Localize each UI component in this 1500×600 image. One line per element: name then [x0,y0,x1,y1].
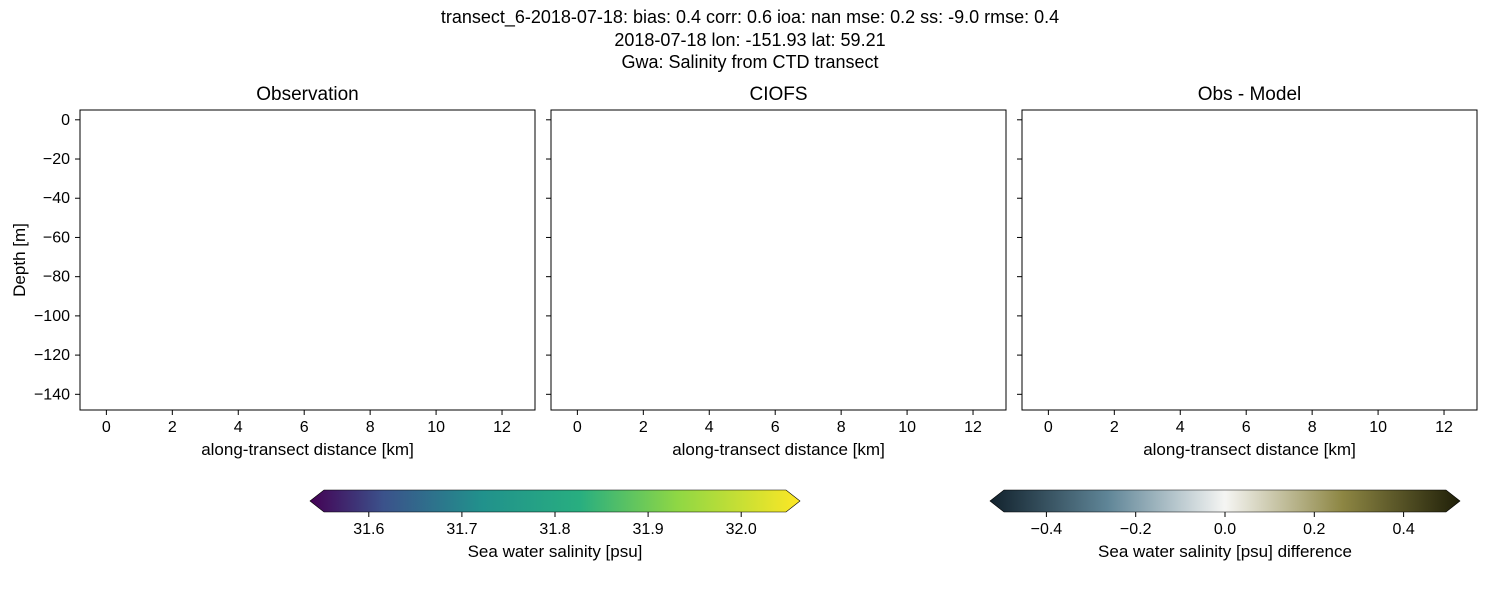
xtick-label: 4 [705,419,714,436]
ytick-label: −60 [43,229,70,246]
ytick-label: −40 [43,190,70,207]
colorbar-bar [310,490,800,512]
ytick-label: 0 [61,112,70,129]
title-line-1: transect_6-2018-07-18: bias: 0.4 corr: 0… [0,6,1500,29]
colorbar-tick-label: −0.4 [1031,521,1063,538]
xlabel: along-transect distance [km] [1143,440,1356,459]
xtick-label: 8 [1308,419,1317,436]
ytick-label: −140 [34,386,70,403]
colorbar-tick-label: 0.4 [1392,521,1414,538]
xtick-label: 2 [168,419,177,436]
xtick-label: 10 [427,419,445,436]
xtick-label: 10 [1369,419,1387,436]
colorbar-tick-label: 31.6 [353,521,384,538]
xtick-label: 12 [1435,419,1453,436]
title-line-3: Gwa: Salinity from CTD transect [0,51,1500,74]
title-line-2: 2018-07-18 lon: -151.93 lat: 59.21 [0,29,1500,52]
ytick-label: −20 [43,151,70,168]
xtick-label: 12 [964,419,982,436]
panels-row: Observation024681012along-transect dista… [80,110,1480,430]
colorbar-0: 31.6 31.7 31.8 31.9 32.0 Sea water salinity [… [310,490,800,570]
ytick-label: −120 [34,347,70,364]
panel-title: Obs - Model [1022,84,1477,106]
ytick-label: −100 [34,308,70,325]
colorbar-tick-label: 31.9 [633,521,664,538]
colorbar-bar [990,490,1460,512]
colorbar-label: Sea water salinity [psu] difference [1098,542,1352,561]
xlabel: along-transect distance [km] [201,440,414,459]
colorbar-tick-label: 0.0 [1214,521,1236,538]
xlabel: along-transect distance [km] [672,440,885,459]
colorbar-tick-label: −0.2 [1120,521,1152,538]
panel-title: Observation [80,84,535,106]
xtick-label: 4 [1176,419,1185,436]
xtick-label: 8 [366,419,375,436]
xtick-label: 0 [102,419,111,436]
xtick-label: 0 [1044,419,1053,436]
colorbar-tick-label: 0.2 [1303,521,1325,538]
colorbar-1: −0.4 −0.2 0.0 0.2 0.4 Sea water salinity [psu… [990,490,1460,570]
xtick-label: 0 [573,419,582,436]
ylabel: Depth [m] [10,223,29,297]
ytick-label: −80 [43,269,70,286]
colorbar-tick-label: 32.0 [726,521,757,538]
xtick-label: 6 [1242,419,1251,436]
plot-svg: 024681012along-transect distance [km]0−2… [80,110,535,470]
panel-title: CIOFS [551,84,1006,106]
colorbar-tick-label: 31.7 [446,521,477,538]
plot-svg: 0 2 4 6 8 10 12 along-transect distance [km] [1022,110,1477,470]
xtick-label: 2 [1110,419,1119,436]
xtick-label: 6 [771,419,780,436]
xtick-label: 6 [300,419,309,436]
colorbar-label: Sea water salinity [psu] [468,542,643,561]
figure-title: transect_6-2018-07-18: bias: 0.4 corr: 0… [0,0,1500,74]
panel-0: Observation024681012along-transect dista… [80,110,535,430]
panel-2: Obs - Model024681012along-transect dista… [1022,110,1477,430]
colorbar-tick-label: 31.8 [539,521,570,538]
xtick-label: 10 [898,419,916,436]
panel-1: CIOFS024681012along-transect distance [k… [551,110,1006,430]
colorbars-row: 31.6 31.7 31.8 31.9 32.0 Sea water salinity [… [0,490,1500,590]
xtick-label: 4 [234,419,243,436]
xtick-label: 8 [837,419,846,436]
xtick-label: 12 [493,419,511,436]
xtick-label: 2 [639,419,648,436]
plot-svg: 0 2 4 6 8 10 12 along-transect distance [km] [551,110,1006,470]
